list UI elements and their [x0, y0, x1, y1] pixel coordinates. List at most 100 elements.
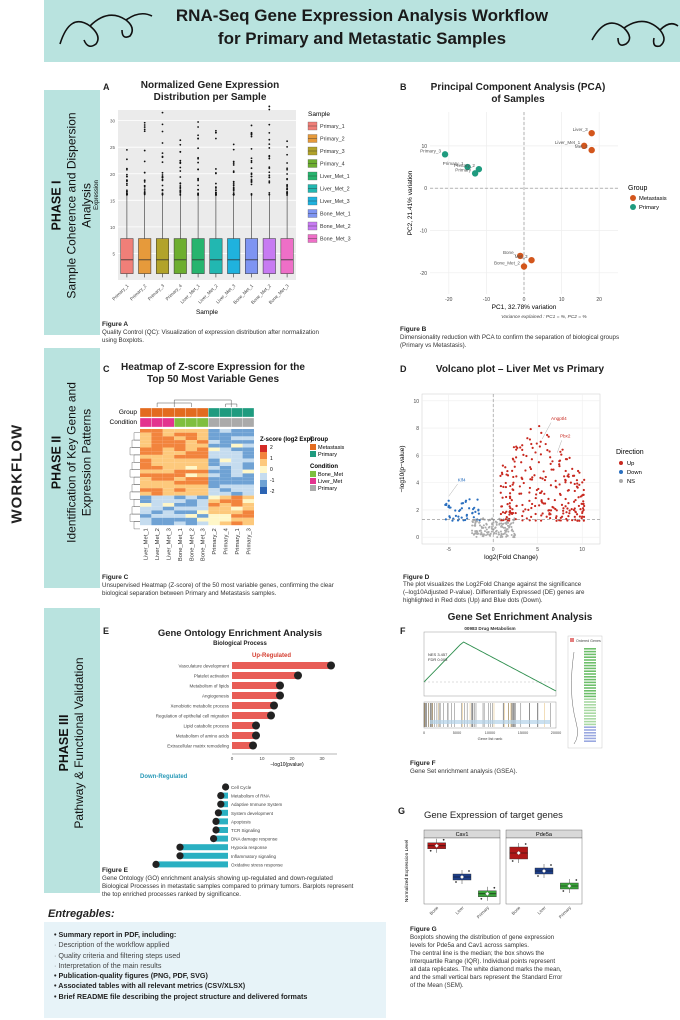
heatmap-cell — [185, 462, 197, 466]
outlier-point — [268, 154, 271, 157]
outlier-point — [179, 191, 182, 194]
heatmap-cell — [151, 466, 163, 470]
bullet-icon: · — [54, 940, 59, 950]
annotation-klf4: Klf4 — [458, 477, 466, 482]
panel-a-title-line2: Distribution per Sample — [153, 92, 267, 103]
outlier-point — [161, 193, 164, 196]
y-tick-label: 5 — [112, 251, 115, 256]
heatmap-cell — [162, 484, 175, 489]
volcano-point-up — [554, 479, 557, 482]
heatmap-cell — [231, 462, 243, 466]
outlier-point — [126, 180, 128, 183]
volcano-point-up — [537, 487, 540, 491]
phase-3-line1: Pathway & Functional Validation — [72, 657, 86, 829]
heatmap-cell — [231, 514, 243, 518]
volcano-point-up — [530, 458, 533, 461]
heatmap-cell — [162, 488, 175, 492]
volcano-point-ns — [500, 525, 503, 528]
heatmap-cell — [185, 510, 197, 515]
outlier-point — [232, 193, 235, 196]
outlier-point — [179, 150, 182, 153]
heatmap-cell — [242, 469, 254, 474]
phase-3-name: PHASE III — [57, 714, 71, 772]
legend-label: Primary_4 — [320, 162, 345, 168]
volcano-point-up — [562, 509, 565, 512]
x-tick-label: Liver — [454, 905, 465, 916]
title-line-1: RNA-Seq Gene Expression Analysis Workflo… — [175, 6, 549, 25]
volcano-point-up — [569, 481, 572, 484]
heatmap-cell — [231, 440, 243, 444]
heatmap-cell — [208, 484, 220, 489]
deliverable-text: Brief README file describing the project… — [58, 991, 308, 1001]
side-rank-bar — [584, 734, 596, 737]
es-plot-frame — [423, 631, 557, 697]
legend-label: Liver_Met_2 — [320, 187, 350, 193]
panel-g-boxplot: Normalized Expression Level Cav1 Bone Liver… — [404, 829, 583, 920]
column-label: Liver_Met_2 — [155, 528, 161, 560]
heatmap-cell — [197, 510, 209, 515]
heatmap-cell — [140, 503, 152, 507]
volcano-point-up — [560, 503, 564, 506]
volcano-point-up — [544, 442, 547, 446]
heatmap-cell — [219, 436, 232, 441]
outlier-point — [143, 184, 146, 187]
volcano-point-ns — [512, 519, 515, 522]
side-rank-bar — [584, 695, 596, 698]
legend-label: Liver_Met_3 — [320, 199, 350, 205]
outlier-point — [250, 157, 253, 160]
volcano-point-up — [515, 475, 518, 478]
heatmap-cell — [197, 462, 209, 466]
volcano-point-ns — [507, 530, 510, 533]
panel-f-title: Gene Set Enrichment Analysis — [447, 612, 593, 623]
volcano-point-up — [499, 512, 503, 516]
outlier-point — [161, 130, 164, 133]
outlier-point — [126, 167, 128, 170]
outlier-point — [268, 108, 271, 111]
heatmap-cell — [231, 432, 243, 437]
volcano-point-up — [564, 481, 567, 484]
volcano-point-ns — [489, 532, 492, 535]
go-up-dot — [252, 731, 260, 740]
outlier-point — [286, 187, 288, 189]
gsea-subtitle: 00983 Drug Metabolism — [464, 626, 515, 631]
heatmap-cell — [151, 447, 163, 452]
volcano-point-up — [547, 497, 550, 500]
heatmap-cell — [242, 514, 254, 518]
volcano-point-up — [504, 485, 508, 489]
volcano-point-up — [578, 471, 581, 474]
heatmap-cell — [174, 440, 186, 444]
volcano-point-up — [583, 504, 586, 508]
volcano-point-up — [502, 485, 505, 488]
outlier-point — [232, 182, 235, 184]
fdr-label: FDR 0.003 — [428, 657, 448, 662]
replicate-point — [550, 864, 552, 866]
heatmap-cell — [140, 454, 152, 459]
heatmap-cell — [185, 506, 197, 511]
heatmap-cell — [151, 440, 163, 444]
volcano-point-up — [539, 519, 543, 522]
heatmap-cell — [231, 484, 243, 489]
outlier-point — [268, 166, 271, 169]
go-up-category: Extracellular matrix remodeling — [167, 744, 229, 749]
outlier-point — [232, 162, 235, 164]
deliverable-item: • Publication-quality figures (PNG, PDF,… — [54, 971, 384, 981]
go-up-dot — [252, 721, 260, 730]
volcano-point-up — [559, 516, 562, 519]
group-annotation-cell — [219, 407, 232, 418]
volcano-point-up — [514, 511, 517, 515]
heatmap-cell — [231, 458, 243, 463]
swirl-left-icon — [59, 12, 153, 48]
outlier-point — [268, 181, 271, 184]
volcano-point-up — [551, 460, 554, 463]
side-rank-bar — [584, 692, 596, 695]
volcano-point-up — [506, 503, 509, 506]
volcano-point-up — [570, 508, 573, 511]
heatmap-cell — [162, 454, 175, 459]
box-Bone_Met_2 — [262, 238, 276, 274]
heatmap-cell — [140, 436, 152, 441]
outlier-point — [215, 137, 217, 140]
outlier-point — [197, 137, 199, 140]
volcano-point-ns — [482, 517, 485, 520]
x-tick-label: Primary — [558, 905, 573, 920]
heatmap-cell — [174, 499, 186, 503]
